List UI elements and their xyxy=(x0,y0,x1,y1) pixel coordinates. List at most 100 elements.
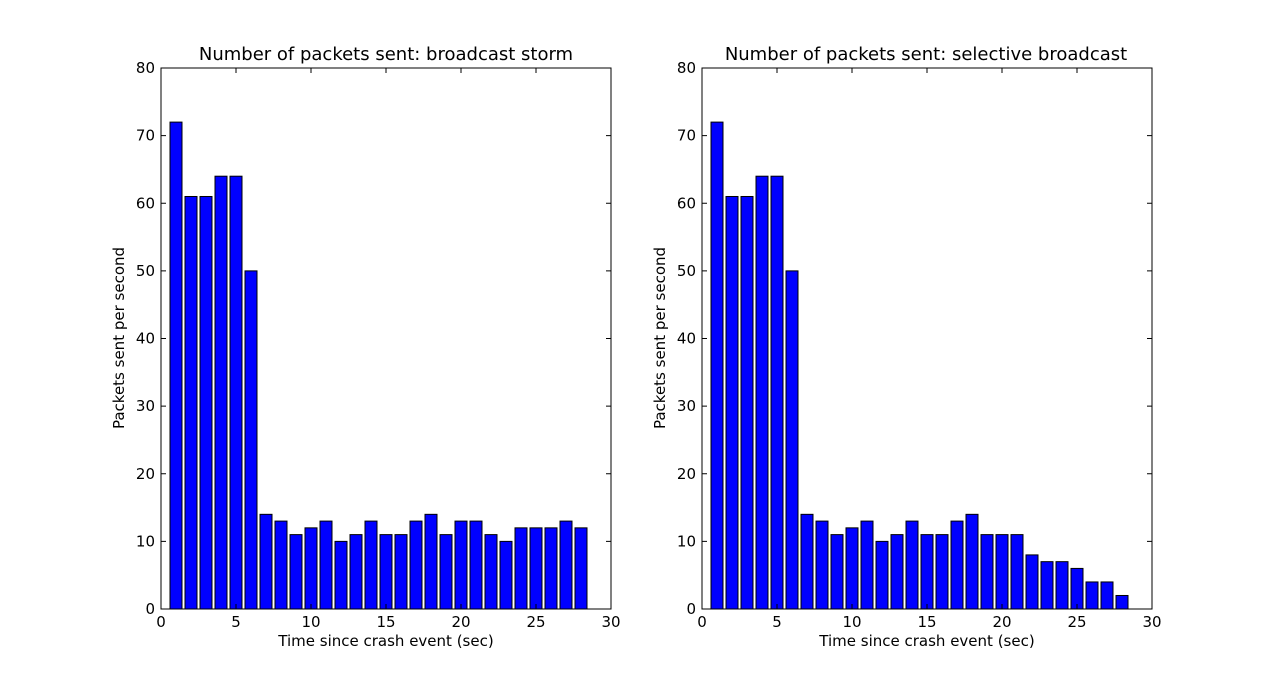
y-tick-label: 70 xyxy=(136,127,155,145)
bar-16 xyxy=(394,534,408,610)
y-ticks: 0 10 20 30 40 50 60 70 80 xyxy=(136,59,611,618)
x-tick-label: 10 xyxy=(301,613,320,631)
bar-12 xyxy=(875,540,889,610)
bar-13 xyxy=(349,534,363,610)
x-tick-label: 0 xyxy=(697,613,707,631)
bar-15 xyxy=(379,534,393,610)
bar-9 xyxy=(289,534,303,610)
chart-title: Number of packets sent: selective broadc… xyxy=(725,44,1127,65)
bar-22 xyxy=(484,534,498,610)
y-tick-label: 60 xyxy=(677,194,696,212)
y-tick-label: 20 xyxy=(677,465,696,483)
bar-20 xyxy=(995,534,1009,610)
bar-3 xyxy=(740,195,754,610)
bar-6 xyxy=(785,270,799,610)
bar-8 xyxy=(815,520,829,610)
bar-14 xyxy=(364,520,378,610)
bar-11 xyxy=(319,520,333,610)
bar-5 xyxy=(229,175,243,610)
x-tick-label: 25 xyxy=(1067,613,1086,631)
bar-15 xyxy=(920,534,934,610)
y-tick-label: 0 xyxy=(145,600,155,618)
bar-5 xyxy=(770,175,784,610)
x-ticks: 0 5 10 15 20 25 30 xyxy=(697,68,1162,631)
bar-23 xyxy=(1040,561,1054,610)
y-tick-label: 0 xyxy=(686,600,696,618)
bar-13 xyxy=(890,534,904,610)
x-ticks: 0 5 10 15 20 25 30 xyxy=(156,68,621,631)
bar-23 xyxy=(499,540,513,610)
x-tick-label: 20 xyxy=(992,613,1011,631)
bar-6 xyxy=(244,270,258,610)
y-tick-label: 80 xyxy=(136,59,155,77)
bar-28 xyxy=(1115,594,1129,610)
y-tick-label: 20 xyxy=(136,465,155,483)
y-tick-label: 10 xyxy=(677,532,696,550)
x-tick-label: 5 xyxy=(772,613,782,631)
bar-3 xyxy=(199,195,213,610)
chart-title: Number of packets sent: broadcast storm xyxy=(199,44,573,65)
bar-17 xyxy=(409,520,423,610)
bar-4 xyxy=(214,175,228,610)
bar-25 xyxy=(529,527,543,610)
bar-8 xyxy=(274,520,288,610)
bar-26 xyxy=(1085,581,1099,610)
chart-selective-broadcast: Number of packets sent: selective broadc… xyxy=(651,44,1162,650)
bar-19 xyxy=(980,534,994,610)
bar-21 xyxy=(469,520,483,610)
bar-25 xyxy=(1070,567,1084,610)
bar-26 xyxy=(544,527,558,610)
bar-20 xyxy=(454,520,468,610)
y-tick-label: 50 xyxy=(677,262,696,280)
y-tick-label: 80 xyxy=(677,59,696,77)
x-tick-label: 5 xyxy=(231,613,241,631)
x-tick-label: 15 xyxy=(917,613,936,631)
bar-7 xyxy=(259,513,273,610)
x-tick-label: 15 xyxy=(376,613,395,631)
y-ticks: 0 10 20 30 40 50 60 70 80 xyxy=(677,59,1152,618)
bar-1 xyxy=(169,121,183,610)
bar-10 xyxy=(304,527,318,610)
bar-19 xyxy=(439,534,453,610)
bar-17 xyxy=(950,520,964,610)
y-axis-label: Packets sent per second xyxy=(651,247,669,429)
chart-broadcast-storm: Number of packets sent: broadcast storm … xyxy=(110,44,621,650)
x-axis-label: Time since crash event (sec) xyxy=(277,632,493,650)
y-tick-label: 30 xyxy=(677,397,696,415)
x-tick-label: 0 xyxy=(156,613,166,631)
x-tick-label: 20 xyxy=(451,613,470,631)
bar-24 xyxy=(514,527,528,610)
bar-16 xyxy=(935,534,949,610)
y-tick-label: 50 xyxy=(136,262,155,280)
y-tick-label: 10 xyxy=(136,532,155,550)
bar-12 xyxy=(334,540,348,610)
bar-10 xyxy=(845,527,859,610)
y-tick-label: 30 xyxy=(136,397,155,415)
y-axis-label: Packets sent per second xyxy=(110,247,128,429)
bar-4 xyxy=(755,175,769,610)
bars xyxy=(169,121,588,610)
bar-11 xyxy=(860,520,874,610)
bar-24 xyxy=(1055,561,1069,610)
bar-2 xyxy=(184,195,198,610)
y-tick-label: 40 xyxy=(677,330,696,348)
y-tick-label: 70 xyxy=(677,127,696,145)
bar-27 xyxy=(1100,581,1114,610)
bar-18 xyxy=(965,513,979,610)
x-tick-label: 10 xyxy=(842,613,861,631)
x-axis-label: Time since crash event (sec) xyxy=(818,632,1034,650)
y-tick-label: 60 xyxy=(136,194,155,212)
x-tick-label: 30 xyxy=(1142,613,1161,631)
bar-22 xyxy=(1025,554,1039,610)
bar-2 xyxy=(725,195,739,610)
bar-28 xyxy=(574,527,588,610)
bar-18 xyxy=(424,513,438,610)
x-tick-label: 25 xyxy=(526,613,545,631)
bar-27 xyxy=(559,520,573,610)
bar-21 xyxy=(1010,534,1024,610)
y-tick-label: 40 xyxy=(136,330,155,348)
bar-14 xyxy=(905,520,919,610)
bar-1 xyxy=(710,121,724,610)
x-tick-label: 30 xyxy=(601,613,620,631)
